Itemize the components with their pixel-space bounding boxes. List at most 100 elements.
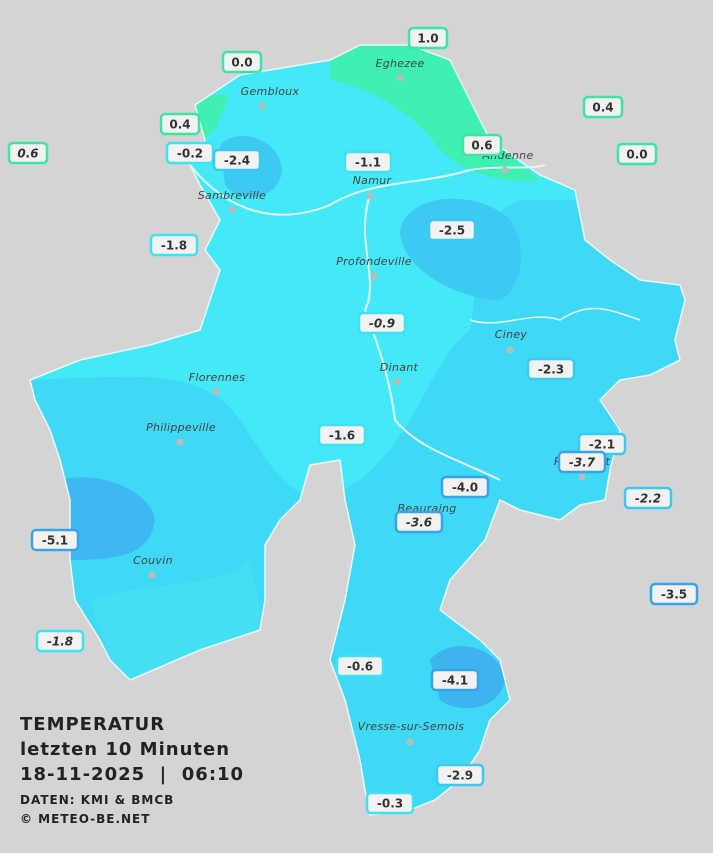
- temperature-reading: -3.5: [649, 582, 699, 606]
- reading-box: [149, 233, 199, 257]
- reading-box: [435, 763, 485, 787]
- reading-value: -3.7: [569, 456, 596, 470]
- town-dot: [258, 102, 266, 110]
- temperature-reading: 0.6: [7, 141, 49, 165]
- legend-credit: © METEO-BE.NET: [20, 812, 150, 826]
- reading-box: [616, 142, 658, 166]
- temperature-reading: -4.1: [430, 668, 480, 692]
- reading-box: [440, 475, 490, 499]
- temperature-reading: -1.1: [343, 150, 393, 174]
- reading-value: 0.0: [231, 56, 252, 70]
- town-dot: [501, 166, 509, 174]
- temperature-reading: -0.2: [165, 141, 215, 165]
- temperature-reading: 1.0: [407, 26, 449, 50]
- town-label: Couvin: [133, 554, 173, 567]
- town-dot: [366, 192, 374, 200]
- town-dot: [370, 272, 378, 280]
- reading-value: 0.4: [169, 118, 190, 132]
- town-label: Dinant: [380, 361, 419, 374]
- temperature-reading: 0.4: [582, 95, 624, 119]
- reading-box: [30, 528, 80, 552]
- reading-value: 0.0: [626, 148, 647, 162]
- town-dot: [393, 378, 401, 386]
- town-label: Philippeville: [146, 421, 216, 434]
- reading-box: [365, 791, 415, 815]
- temperature-reading: -2.9: [435, 763, 485, 787]
- reading-value: 0.6: [17, 147, 38, 161]
- reading-box: [427, 218, 477, 242]
- town-label: Gembloux: [241, 85, 300, 98]
- reading-value: -1.1: [355, 156, 381, 170]
- temperature-reading: -3.6: [394, 510, 444, 534]
- temperature-reading: -2.3: [526, 357, 576, 381]
- reading-value: -1.6: [329, 429, 355, 443]
- legend-source: DATEN: KMI & BMCB: [20, 793, 174, 807]
- town-label: Profondeville: [336, 255, 412, 268]
- temperature-reading: -2.2: [623, 486, 673, 510]
- town-dot: [406, 738, 414, 746]
- reading-box: [407, 26, 449, 50]
- reading-value: -5.1: [42, 534, 68, 548]
- reading-value: -4.1: [442, 674, 468, 688]
- reading-box: [557, 450, 607, 474]
- town-dot: [212, 388, 220, 396]
- reading-box: [35, 629, 85, 653]
- temperature-reading: 0.0: [221, 50, 263, 74]
- temperature-reading: -1.8: [35, 629, 85, 653]
- temperature-reading: -2.4: [212, 148, 262, 172]
- town-label: Vresse-sur-Semois: [358, 720, 465, 733]
- town-dot: [396, 74, 404, 82]
- river: [469, 307, 641, 324]
- temperature-reading: -2.5: [427, 218, 477, 242]
- temperature-reading: 0.4: [159, 112, 201, 136]
- town-dot: [148, 571, 156, 579]
- town-dot: [176, 438, 184, 446]
- temperature-reading: -0.9: [357, 311, 407, 335]
- reading-box: [317, 423, 367, 447]
- town-label: Florennes: [189, 371, 246, 384]
- reading-box: [159, 112, 201, 136]
- temperature-reading: -1.6: [317, 423, 367, 447]
- reading-value: -4.0: [452, 481, 478, 495]
- reading-value: -2.9: [447, 769, 473, 783]
- reading-box: [430, 668, 480, 692]
- legend-subtitle: letzten 10 Minuten: [20, 739, 230, 760]
- town-dot: [506, 346, 514, 354]
- reading-box: [394, 510, 444, 534]
- reading-value: 0.6: [471, 139, 492, 153]
- reading-value: -2.4: [224, 154, 250, 168]
- reading-box: [582, 95, 624, 119]
- legend-timestamp: 18-11-2025 | 06:10: [20, 764, 244, 785]
- reading-box: [7, 141, 49, 165]
- legend-title: TEMPERATUR: [20, 714, 165, 735]
- temperature-reading: -1.8: [149, 233, 199, 257]
- town-label: Eghezee: [375, 57, 424, 70]
- temperature-reading: 0.6: [461, 133, 503, 157]
- reading-value: -1.8: [161, 239, 187, 253]
- reading-box: [357, 311, 407, 335]
- reading-box: [221, 50, 263, 74]
- legend: TEMPERATUR letzten 10 Minuten 18-11-2025…: [20, 714, 244, 826]
- temperature-reading: -4.0: [440, 475, 490, 499]
- reading-value: -2.1: [589, 438, 615, 452]
- reading-value: -2.3: [538, 363, 564, 377]
- reading-box: [623, 486, 673, 510]
- temperature-reading: -0.6: [335, 654, 385, 678]
- reading-box: [649, 582, 699, 606]
- town-dot: [228, 206, 236, 214]
- reading-value: -0.2: [177, 147, 203, 161]
- reading-value: 1.0: [417, 32, 438, 46]
- reading-box: [212, 148, 262, 172]
- town-dot: [578, 473, 586, 481]
- reading-value: -1.8: [47, 635, 73, 649]
- reading-box: [461, 133, 503, 157]
- temperature-reading: -3.7: [557, 450, 607, 474]
- temperature-reading: 0.0: [616, 142, 658, 166]
- reading-value: -2.2: [635, 492, 661, 506]
- reading-value: 0.4: [592, 101, 613, 115]
- reading-value: -3.5: [661, 588, 687, 602]
- reading-value: -0.9: [369, 317, 395, 331]
- reading-box: [526, 357, 576, 381]
- reading-value: -3.6: [406, 516, 432, 530]
